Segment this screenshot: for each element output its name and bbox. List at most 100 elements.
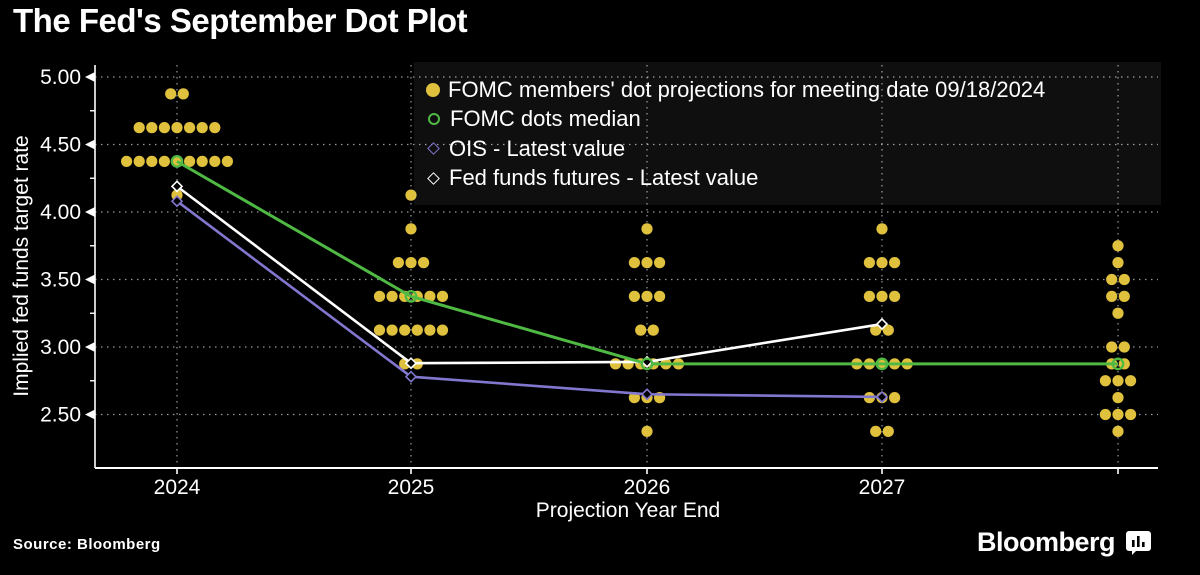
fomc-dot: [133, 155, 145, 167]
y-tick-arrow: [85, 409, 95, 420]
legend: FOMC members' dot projections for meetin…: [414, 62, 1161, 205]
futures-marker: [170, 180, 184, 193]
page-title: The Fed's September Dot Plot: [13, 2, 468, 39]
fomc-dot: [654, 290, 666, 302]
fomc-dot: [1106, 341, 1118, 353]
fomc-dot: [1112, 307, 1124, 319]
fomc-dot: [870, 425, 882, 437]
futures-marker: [404, 357, 418, 370]
y-tick-label: 5.00: [40, 66, 81, 89]
purple-diamond-icon: [427, 142, 440, 156]
fomc-dot: [373, 324, 386, 336]
y-tick-label: 2.50: [40, 404, 81, 427]
fomc-dot: [146, 155, 158, 167]
bloomberg-chart-bubble-icon: [1126, 530, 1151, 555]
fomc-dot: [1099, 408, 1111, 421]
ois-marker: [404, 370, 418, 383]
x-tick-label: 2026: [624, 476, 671, 499]
fomc-dot: [641, 290, 653, 302]
fomc-dot: [882, 324, 894, 336]
bloomberg-logo: Bloomberg: [977, 527, 1152, 558]
fomc-dot: [1112, 257, 1124, 269]
ois-line: [176, 200, 883, 399]
fomc-dot: [436, 324, 449, 336]
fomc-dot: [209, 122, 221, 134]
y-tick-label: 3.00: [40, 336, 81, 359]
fomc-dot: [628, 290, 641, 302]
fomc-dot: [405, 189, 417, 201]
fomc-dot: [1112, 425, 1124, 437]
legend-label: Fed funds futures - Latest value: [449, 165, 759, 191]
legend-label: FOMC dots median: [450, 106, 641, 132]
open-circle-icon: [428, 113, 440, 126]
y-tick-label: 4.00: [40, 201, 81, 224]
fomc-dot: [165, 88, 177, 100]
legend-label: FOMC members' dot projections for meetin…: [448, 76, 1046, 102]
ois-marker: [170, 195, 184, 208]
fomc-dot: [146, 122, 158, 134]
fomc-dot: [1106, 290, 1118, 302]
fomc-dot: [171, 122, 183, 134]
median-marker: [640, 357, 654, 371]
futures-line: [176, 185, 883, 365]
fomc-dot: [1112, 408, 1124, 421]
ois-marker: [875, 390, 889, 404]
fomc-dot: [1112, 375, 1124, 387]
fomc-dot: [209, 155, 221, 167]
yellow-dot-icon: [426, 82, 440, 97]
fomc-dot: [1125, 408, 1137, 421]
fomc-dot: [1112, 240, 1124, 252]
y-tick-label: 3.50: [40, 269, 81, 292]
x-tick-label: 2025: [388, 476, 435, 499]
fomc-dot: [889, 290, 901, 302]
fomc-dot: [628, 392, 641, 404]
y-tick-arrow: [85, 72, 95, 82]
legend-label: OIS - Latest value: [449, 135, 626, 161]
median-marker: [875, 357, 889, 371]
fomc-dot: [424, 324, 436, 336]
fomc-dot: [876, 290, 888, 302]
fomc-dot: [221, 155, 233, 167]
y-tick-arrow: [85, 207, 95, 217]
fomc-dot: [184, 122, 196, 134]
median-marker: [170, 154, 184, 168]
x-axis-title: Projection Year End: [535, 499, 721, 522]
fomc-dot: [436, 290, 449, 302]
fomc-dot: [1118, 273, 1130, 286]
fomc-dot: [641, 425, 653, 437]
fomc-dot: [405, 223, 417, 235]
fomc-dot: [641, 223, 653, 235]
fomc-dot: [405, 257, 417, 269]
fomc-dot: [870, 324, 882, 336]
bloomberg-wordmark: Bloomberg: [976, 527, 1116, 557]
fomc-dot: [399, 324, 411, 336]
fomc-dot: [196, 122, 208, 134]
fomc-dot: [184, 155, 196, 167]
legend-item-ois: OIS - Latest value: [426, 134, 1149, 164]
fomc-dot: [386, 324, 398, 336]
fomc-dot: [889, 392, 901, 404]
fomc-dot: [392, 257, 404, 269]
fomc-dot: [196, 155, 208, 167]
fomc-dot: [863, 290, 876, 302]
y-tick-arrow: [85, 274, 95, 285]
fomc-dot: [882, 425, 894, 437]
y-tick-arrow: [85, 139, 95, 150]
fomc-dot: [1118, 290, 1130, 302]
white-diamond-icon: [427, 171, 440, 185]
fomc-dot: [133, 122, 145, 134]
fomc-dot: [1112, 392, 1124, 404]
fomc-dot: [609, 358, 622, 370]
fomc-dot: [373, 290, 386, 302]
fomc-dot: [876, 257, 888, 269]
source-note: Source: Bloomberg: [13, 536, 161, 553]
fomc-dot: [876, 223, 888, 235]
fomc-dot: [1118, 341, 1130, 353]
median-marker: [404, 289, 418, 303]
fomc-dot: [1125, 375, 1137, 387]
fomc-dot: [654, 257, 666, 269]
fomc-dot: [1106, 273, 1118, 286]
x-tick-label: 2027: [859, 476, 906, 499]
